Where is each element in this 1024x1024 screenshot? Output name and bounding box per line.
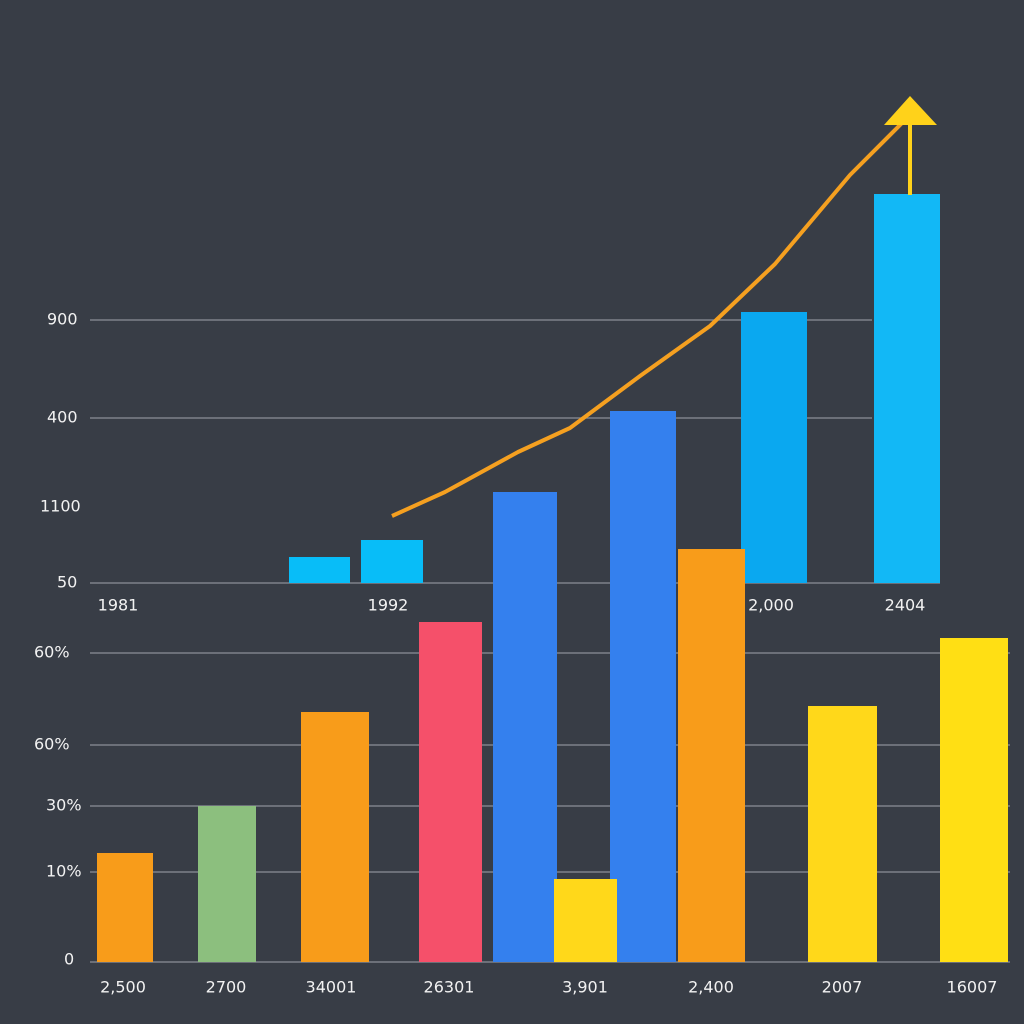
arrow-head <box>884 96 937 125</box>
x-label: 2,000 <box>748 596 794 615</box>
x-label: 2007 <box>822 978 863 997</box>
x-label: 3,901 <box>562 978 608 997</box>
bar <box>741 312 807 583</box>
x-label: 2700 <box>206 978 247 997</box>
x-label: 1992 <box>368 596 409 615</box>
bar <box>493 492 557 962</box>
bar <box>198 806 256 962</box>
lower-x-labels: 2,500 2700 34001 26301 3,901 2,400 2007 … <box>100 978 997 997</box>
bar <box>874 194 940 583</box>
bar <box>678 549 745 962</box>
upper-y-labels: 900 400 1100 50 <box>40 310 81 592</box>
trend-line <box>391 118 907 518</box>
bar <box>289 557 350 583</box>
y-label: 900 <box>47 310 78 329</box>
y-label: 10% <box>46 862 82 881</box>
y-label: 30% <box>46 796 82 815</box>
bar <box>361 540 423 583</box>
y-label: 50 <box>57 573 77 592</box>
x-label: 2,400 <box>688 978 734 997</box>
lower-y-labels: 60% 60% 30% 10% 0 <box>34 643 82 969</box>
x-label: 26301 <box>424 978 475 997</box>
bar <box>301 712 369 962</box>
y-label: 60% <box>34 735 70 754</box>
x-label: 2,500 <box>100 978 146 997</box>
x-label: 34001 <box>306 978 357 997</box>
y-label: 60% <box>34 643 70 662</box>
x-label: 2404 <box>885 596 926 615</box>
y-label: 1100 <box>40 497 81 516</box>
x-label: 1981 <box>98 596 139 615</box>
bar <box>419 622 482 962</box>
y-label: 0 <box>64 950 74 969</box>
x-label: 16007 <box>947 978 998 997</box>
bar <box>97 853 153 962</box>
bar <box>554 879 617 962</box>
y-label: 400 <box>47 408 78 427</box>
bar <box>610 411 676 962</box>
bars <box>97 194 1008 962</box>
bar <box>808 706 877 962</box>
bar <box>940 638 1008 962</box>
upper-x-labels: 1981 1992 2,000 2404 <box>98 596 926 615</box>
